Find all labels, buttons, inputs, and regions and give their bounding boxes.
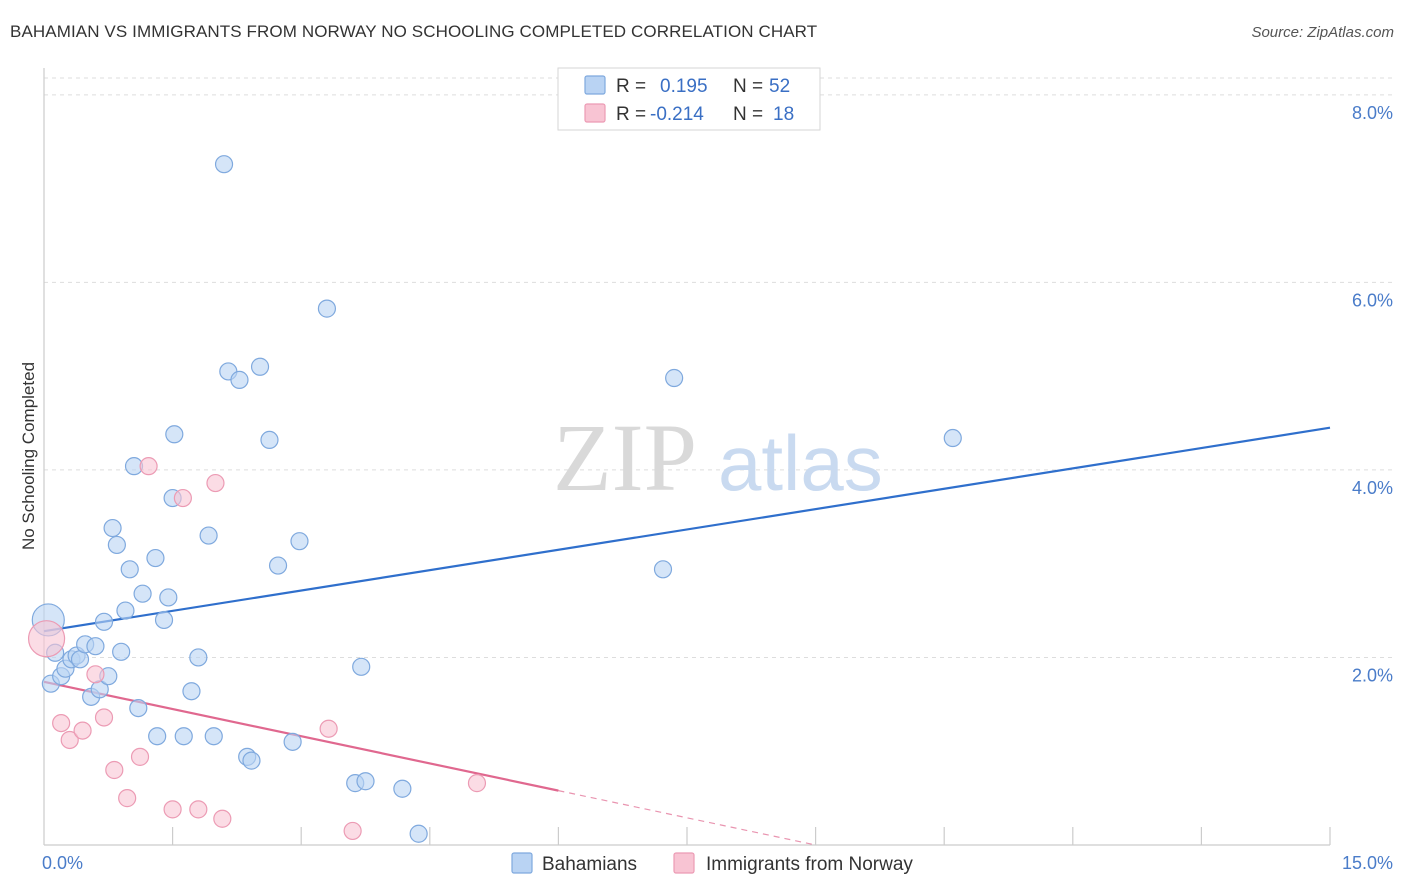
point-bahamians xyxy=(665,368,684,388)
point-bahamians xyxy=(154,610,174,630)
point-bahamians xyxy=(199,526,218,545)
y-tick-label: 8.0% xyxy=(1352,103,1393,123)
source-label: Source: ZipAtlas.com xyxy=(1251,24,1394,41)
point-bahamians xyxy=(230,370,249,389)
point-bahamians xyxy=(250,357,270,376)
point-bahamians xyxy=(165,425,184,444)
series-legend: Bahamians Immigrants from Norway xyxy=(511,852,913,875)
trend-line xyxy=(43,426,1331,633)
point-norway xyxy=(60,730,79,750)
data-points xyxy=(27,155,962,843)
legend-swatch-blue xyxy=(584,75,606,95)
point-bahamians xyxy=(107,535,126,555)
point-norway xyxy=(319,719,338,738)
watermark-zip: ZIP xyxy=(553,404,697,511)
correlation-legend: R = 0.195 N = 52 R = -0.214 N = 18 xyxy=(557,67,821,131)
x-tick-label: 15.0% xyxy=(1342,853,1393,873)
point-norway xyxy=(343,821,362,841)
watermark-atlas: atlas xyxy=(718,419,883,507)
point-bahamians xyxy=(260,430,279,450)
watermark: ZIP atlas xyxy=(553,404,883,511)
point-bahamians xyxy=(189,648,208,667)
chart-title: BAHAMIAN VS IMMIGRANTS FROM NORWAY NO SC… xyxy=(10,22,818,41)
series-legend-swatch-bahamians xyxy=(511,852,533,874)
point-norway xyxy=(206,473,225,493)
point-bahamians xyxy=(174,727,193,746)
y-axis-label: No Schooling Completed xyxy=(19,362,38,550)
legend-swatch-pink xyxy=(584,103,606,123)
point-bahamians xyxy=(133,584,152,603)
series-legend-label-norway: Immigrants from Norway xyxy=(706,854,913,875)
point-norway xyxy=(94,708,114,727)
point-norway xyxy=(213,809,232,828)
point-bahamians xyxy=(317,299,337,318)
trend-line-solid xyxy=(43,680,559,792)
legend-r-label-1: R = xyxy=(616,104,646,125)
point-bahamians xyxy=(116,601,135,620)
point-bahamians xyxy=(129,698,148,718)
legend-r-value-0: 0.195 xyxy=(660,76,708,97)
point-bahamians xyxy=(242,751,261,770)
trend-lines xyxy=(43,426,1331,846)
point-norway xyxy=(27,620,66,658)
point-bahamians xyxy=(86,637,105,656)
point-bahamians xyxy=(148,727,167,746)
y-tick-label: 4.0% xyxy=(1352,478,1393,498)
legend-n-value-1: 18 xyxy=(773,104,794,125)
point-bahamians xyxy=(94,612,114,631)
tick-labels: 2.0% 4.0% 6.0% 8.0% 0.0% 15.0% xyxy=(42,103,1393,873)
point-bahamians xyxy=(103,518,122,538)
point-norway xyxy=(163,800,182,819)
point-bahamians xyxy=(182,682,201,701)
point-norway xyxy=(118,789,137,808)
legend-r-value-1: -0.214 xyxy=(650,104,704,125)
point-bahamians xyxy=(204,727,223,746)
point-bahamians xyxy=(653,560,673,579)
legend-n-label-1: N = xyxy=(733,104,763,125)
point-bahamians xyxy=(146,548,165,568)
point-bahamians xyxy=(112,642,131,661)
point-norway xyxy=(130,747,150,766)
point-bahamians xyxy=(214,155,234,174)
point-bahamians xyxy=(393,779,412,798)
axes xyxy=(43,68,1331,846)
series-legend-swatch-norway xyxy=(673,852,695,874)
point-norway xyxy=(139,457,158,476)
point-bahamians xyxy=(356,772,375,791)
x-tick-label: 0.0% xyxy=(42,853,83,873)
point-norway xyxy=(173,488,192,508)
point-bahamians xyxy=(352,657,371,676)
point-bahamians xyxy=(159,588,178,607)
point-norway xyxy=(189,800,208,819)
point-norway xyxy=(73,721,92,740)
point-bahamians xyxy=(409,824,428,843)
point-norway xyxy=(467,774,487,793)
point-bahamians xyxy=(283,732,302,751)
point-bahamians xyxy=(268,556,288,575)
point-norway xyxy=(52,713,71,733)
point-norway xyxy=(86,665,105,684)
legend-r-label-0: R = xyxy=(616,76,646,97)
series-legend-label-bahamians: Bahamians xyxy=(542,854,637,875)
point-bahamians xyxy=(943,428,962,448)
grid-lines xyxy=(44,77,1392,658)
legend-n-value-0: 52 xyxy=(769,76,790,97)
point-bahamians xyxy=(120,560,139,579)
point-bahamians xyxy=(290,532,309,551)
y-tick-label: 6.0% xyxy=(1352,290,1393,310)
legend-n-label-0: N = xyxy=(733,76,763,97)
y-tick-label: 2.0% xyxy=(1352,665,1393,685)
point-norway xyxy=(105,760,124,780)
